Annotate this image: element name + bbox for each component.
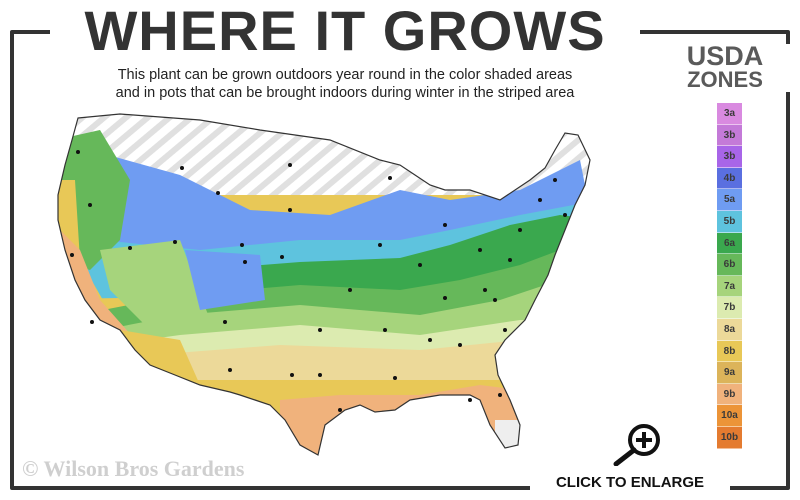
legend-zone-9a: 9a	[717, 362, 742, 384]
state-capital-dot	[508, 258, 512, 262]
state-capital-dot	[443, 223, 447, 227]
page-title: WHERE IT GROWS	[50, 0, 640, 62]
state-capital-dot	[243, 260, 247, 264]
subtitle-line-1: This plant can be grown outdoors year ro…	[117, 67, 573, 83]
legend-zone-5b: 5b	[717, 210, 742, 233]
legend-zone-8a: 8a	[717, 318, 742, 341]
state-capital-dot	[383, 328, 387, 332]
arizona-area	[120, 330, 200, 385]
state-capital-dot	[393, 376, 397, 380]
state-capital-dot	[88, 203, 92, 207]
state-capital-dot	[280, 255, 284, 259]
legend-title-line-1: USDA	[686, 41, 764, 71]
state-capital-dot	[318, 328, 322, 332]
legend-title-line-2: ZONES	[687, 67, 763, 92]
state-capital-dot	[216, 191, 220, 195]
california-9b-area	[60, 230, 160, 370]
subtitle-line-2: and in pots that can be brought indoors …	[115, 85, 575, 101]
zone-legend: 3a 3b 3b 4b 5a 5b 6a 6b 7a 7b 8a 8b 9a 9b 10a 10b	[717, 103, 742, 449]
state-capital-dot	[428, 338, 432, 342]
state-capital-dot	[458, 343, 462, 347]
state-capital-dots	[70, 150, 567, 412]
state-capital-dot	[290, 373, 294, 377]
legend-zone-7a: 7a	[717, 275, 742, 298]
state-capital-dot	[538, 198, 542, 202]
state-capital-dot	[503, 328, 507, 332]
state-capital-dot	[553, 178, 557, 182]
state-capital-dot	[223, 320, 227, 324]
state-capital-dot	[76, 150, 80, 154]
state-capital-dot	[338, 408, 342, 412]
state-capital-dot	[240, 243, 244, 247]
legend-title: USDA ZONES	[660, 41, 790, 92]
us-outline	[57, 113, 591, 456]
state-capital-dot	[173, 240, 177, 244]
legend-zone-3a: 3a	[717, 103, 742, 125]
state-capital-dot	[418, 263, 422, 267]
legend-zone-10a: 10a	[717, 405, 742, 427]
legend-zone-9b: 9b	[717, 383, 742, 406]
rockies-area	[185, 250, 265, 310]
state-capital-dot	[493, 298, 497, 302]
state-capital-dot	[478, 248, 482, 252]
state-capital-dot	[443, 296, 447, 300]
state-capital-dot	[518, 228, 522, 232]
watermark: © Wilson Bros Gardens	[22, 456, 245, 481]
legend-zone-3b: 3b	[717, 124, 742, 147]
state-capital-dot	[563, 213, 567, 217]
subtitle: This plant can be grown outdoors year ro…	[50, 66, 640, 102]
state-capital-dot	[468, 398, 472, 402]
legend-zone-10b: 10b	[717, 426, 742, 449]
state-capital-dot	[388, 176, 392, 180]
state-capital-dot	[70, 253, 74, 257]
legend-zone-4b: 4b	[717, 167, 742, 190]
state-capital-dot	[498, 393, 502, 397]
zone-8a-area	[58, 340, 590, 380]
state-capital-dot	[378, 243, 382, 247]
state-capital-dot	[90, 320, 94, 324]
state-capital-dot	[348, 288, 352, 292]
magnifier-plus-icon[interactable]	[606, 420, 666, 468]
state-capital-dot	[483, 288, 487, 292]
state-capital-dot	[318, 373, 322, 377]
state-capital-dot	[228, 368, 232, 372]
legend-zone-3b: 3b	[717, 146, 742, 168]
legend-zone-8b: 8b	[717, 340, 742, 363]
legend-zone-6b: 6b	[717, 254, 742, 276]
state-capital-dot	[180, 166, 184, 170]
great-basin-area	[100, 240, 210, 330]
state-capital-dot	[288, 163, 292, 167]
state-capital-dot	[128, 246, 132, 250]
state-capital-dot	[288, 208, 292, 212]
legend-zone-6a: 6a	[717, 232, 742, 255]
click-to-enlarge-button[interactable]: CLICK TO ENLARGE	[530, 466, 730, 500]
legend-zone-7b: 7b	[717, 297, 742, 319]
legend-zone-5a: 5a	[717, 189, 742, 211]
